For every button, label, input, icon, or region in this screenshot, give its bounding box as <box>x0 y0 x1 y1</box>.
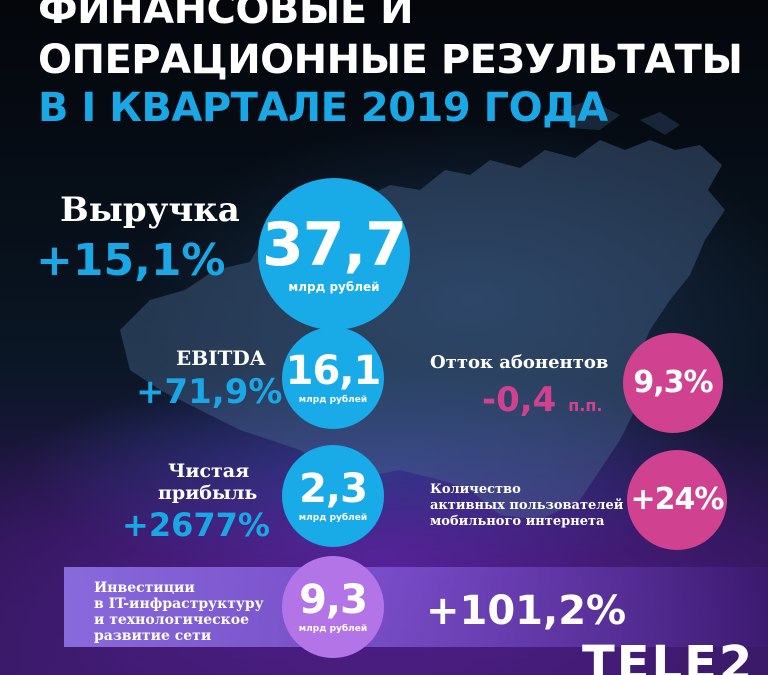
title-line-1: ФИНАНСОВЫЕ И <box>38 0 414 33</box>
churn-label: Отток абонентов <box>430 352 609 373</box>
mobile-internet-label-line-2: активных пользователей <box>430 498 624 513</box>
churn-value: 9,3% <box>633 365 713 400</box>
ebitda-circle: 16,1 млрд рублей <box>282 327 384 429</box>
revenue-change: +15,1% <box>36 235 226 286</box>
mobile-internet-value: +24% <box>630 482 725 517</box>
investments-circle: 9,3 млрд рублей <box>282 556 384 658</box>
title-line-3: В I КВАРТАЛЕ 2019 ГОДА <box>38 85 608 131</box>
title-line-2: ОПЕРАЦИОННЫЕ РЕЗУЛЬТАТЫ <box>38 37 743 83</box>
net-profit-circle: 2,3 млрд рублей <box>282 445 384 547</box>
investments-value: 9,3 <box>299 577 368 623</box>
ebitda-label: EBITDA <box>176 346 266 370</box>
investments-label-line-2: в IT-инфраструктуру <box>94 596 264 612</box>
mobile-internet-circle: +24% <box>627 450 727 550</box>
net-profit-unit: млрд рублей <box>298 513 368 523</box>
net-profit-label-line-1: Чистая <box>168 460 250 482</box>
mobile-internet-label-line-1: Количество <box>430 482 521 497</box>
investments-label-line-1: Инвестиции <box>94 580 195 596</box>
churn-change-value: -0,4 <box>482 380 557 420</box>
net-profit-value: 2,3 <box>299 466 368 512</box>
revenue-value: 37,7 <box>261 210 407 280</box>
ebitda-unit: млрд рублей <box>298 395 368 405</box>
investments-label-line-4: развитие сети <box>94 628 212 644</box>
churn-circle: 9,3% <box>623 333 723 433</box>
revenue-unit: млрд рублей <box>288 280 380 294</box>
investments-label-line-3: и технологическое <box>94 612 249 628</box>
ebitda-change: +71,9% <box>136 372 283 412</box>
ebitda-value: 16,1 <box>285 348 382 394</box>
mobile-internet-label-line-3: мобильного интернета <box>430 514 605 529</box>
revenue-label: Выручка <box>60 190 240 230</box>
revenue-circle: 37,7 млрд рублей <box>258 178 410 330</box>
churn-change-unit: п.п. <box>568 396 603 415</box>
investments-band <box>64 567 768 647</box>
net-profit-label-line-2: прибыль <box>158 482 258 504</box>
tele2-logo: TELE2 <box>582 636 755 675</box>
investments-unit: млрд рублей <box>298 624 368 634</box>
churn-change: -0,4 п.п. <box>482 380 602 420</box>
net-profit-change: +2677% <box>122 506 270 544</box>
investments-change: +101,2% <box>426 588 627 634</box>
